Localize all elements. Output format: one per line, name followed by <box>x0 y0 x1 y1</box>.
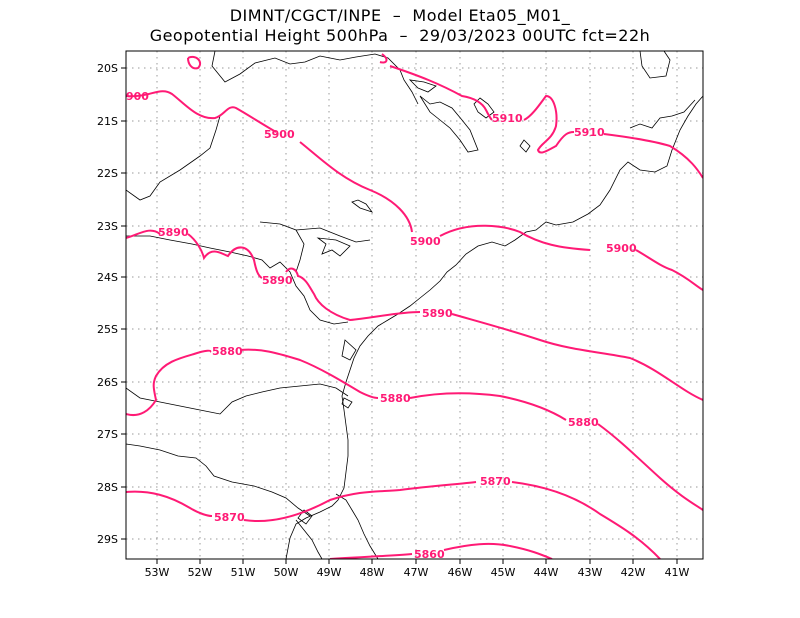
lat-label: 29S <box>97 533 118 546</box>
longitude-labels: 53W 52W 51W 50W 49W 48W 47W 46W 45W 44W … <box>145 566 690 579</box>
lat-label: 21S <box>97 115 118 128</box>
contour-label-5870: 5870 <box>214 511 245 524</box>
lon-label: 43W <box>578 566 603 579</box>
contour-label-5910: 5910 <box>492 112 523 125</box>
map-title-line1: DIMNT/CGCT/INPE – Model Eta05_M01_ <box>229 6 571 25</box>
contour-label-5900: 900 <box>126 90 149 103</box>
lat-label: 26S <box>97 376 118 389</box>
contour-label-5890: 5890 <box>158 226 189 239</box>
height-contours <box>126 53 703 559</box>
lon-label: 44W <box>534 566 559 579</box>
contour-label-5870: 5870 <box>480 475 511 488</box>
map-frame <box>125 50 704 560</box>
lat-label: 23S <box>97 220 118 233</box>
map-title-line2: Geopotential Height 500hPa – 29/03/2023 … <box>149 26 651 45</box>
lon-label: 42W <box>621 566 646 579</box>
lat-label: 25S <box>97 323 118 336</box>
axis-ticks <box>121 67 678 564</box>
lat-label: 24S <box>97 271 118 284</box>
contour-label-5880: 5880 <box>380 392 411 405</box>
lat-label: 22S <box>97 167 118 180</box>
contour-label-5880: 5880 <box>568 416 599 429</box>
latitude-labels: 20S 21S 22S 23S 24S 25S 26S 27S 28S 29S <box>97 62 118 546</box>
contour-label-5900: 5900 <box>410 235 441 248</box>
lon-label: 41W <box>665 566 690 579</box>
lon-label: 46W <box>448 566 473 579</box>
lat-label: 27S <box>97 428 118 441</box>
lon-label: 49W <box>317 566 342 579</box>
coastlines-and-borders <box>126 51 703 559</box>
contour-label-5900: 5900 <box>606 242 637 255</box>
lon-label: 48W <box>360 566 385 579</box>
contour-label-5900: 5900 <box>264 128 295 141</box>
contour-label-5890: 5890 <box>422 307 453 320</box>
contour-label-5910: 5910 <box>574 126 605 139</box>
contour-label-5860: 5860 <box>414 548 445 561</box>
lat-label: 28S <box>97 481 118 494</box>
contour-label-5890: 5890 <box>262 274 293 287</box>
lon-label: 50W <box>274 566 299 579</box>
lon-label: 51W <box>231 566 256 579</box>
lat-label: 20S <box>97 62 118 75</box>
lon-label: 52W <box>188 566 213 579</box>
lon-label: 45W <box>491 566 516 579</box>
lon-label: 47W <box>404 566 429 579</box>
lon-label: 53W <box>145 566 170 579</box>
contour-label-5880: 5880 <box>212 345 243 358</box>
contour-labels: 5910 5910 5900 5900 5900 900 5890 5890 5… <box>126 90 637 561</box>
grid-lines <box>126 51 703 559</box>
